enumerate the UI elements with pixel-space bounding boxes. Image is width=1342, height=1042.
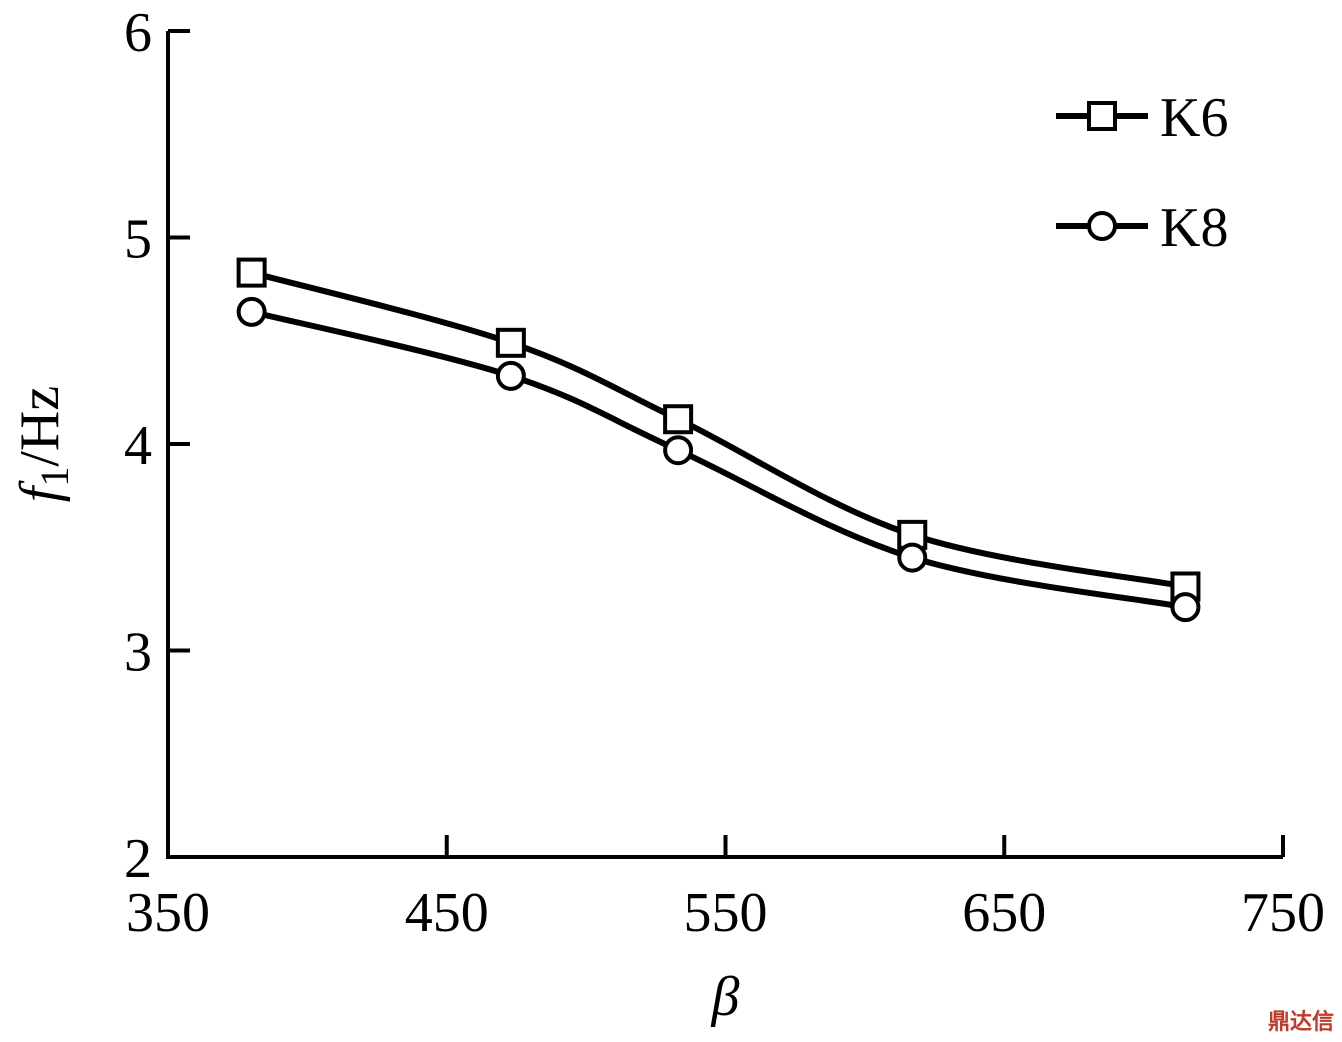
y-tick-label: 3 [124,622,152,684]
legend-item-k6: K6 [1056,87,1228,149]
y-axis-label: f1/Hz [9,386,77,502]
data-point-k6 [236,257,267,288]
legend-label-k6: K6 [1160,87,1228,149]
data-point-k8 [236,296,267,327]
series-k8 [236,296,1201,623]
series-layer [236,257,1201,623]
y-tick-label: 4 [124,415,152,477]
y-tick-label: 2 [124,828,152,890]
series-line-k6 [250,269,1186,590]
series-k6 [236,257,1201,602]
watermark-logo: 鼎达信 [1267,1010,1334,1035]
data-point-k8 [495,360,526,391]
data-point-k6 [663,404,694,435]
legend-label-k8: K8 [1160,197,1228,259]
legend-marker-k8 [1087,211,1117,241]
x-axis-label: β [711,966,740,1028]
data-point-k8 [1170,592,1201,623]
y-tick-label: 6 [124,2,152,64]
x-tick-label: 550 [684,882,768,944]
data-point-k8 [897,542,928,573]
axes: 350 450 550 650 750 2 3 4 5 6 [124,2,1325,944]
x-tick-label: 750 [1241,882,1325,944]
legend-item-k8: K8 [1056,197,1228,259]
data-point-k6 [495,327,526,358]
y-tick-label: 5 [124,209,152,271]
x-tick-label: 350 [126,882,210,944]
x-tick-label: 650 [962,882,1046,944]
data-point-k8 [663,435,694,466]
legend-marker-k6 [1087,101,1117,131]
x-tick-label: 450 [405,882,489,944]
y-axis-unit: /Hz [9,386,71,467]
y-axis-subscript: 1 [32,467,77,487]
legend: K6 K8 [1056,87,1228,259]
